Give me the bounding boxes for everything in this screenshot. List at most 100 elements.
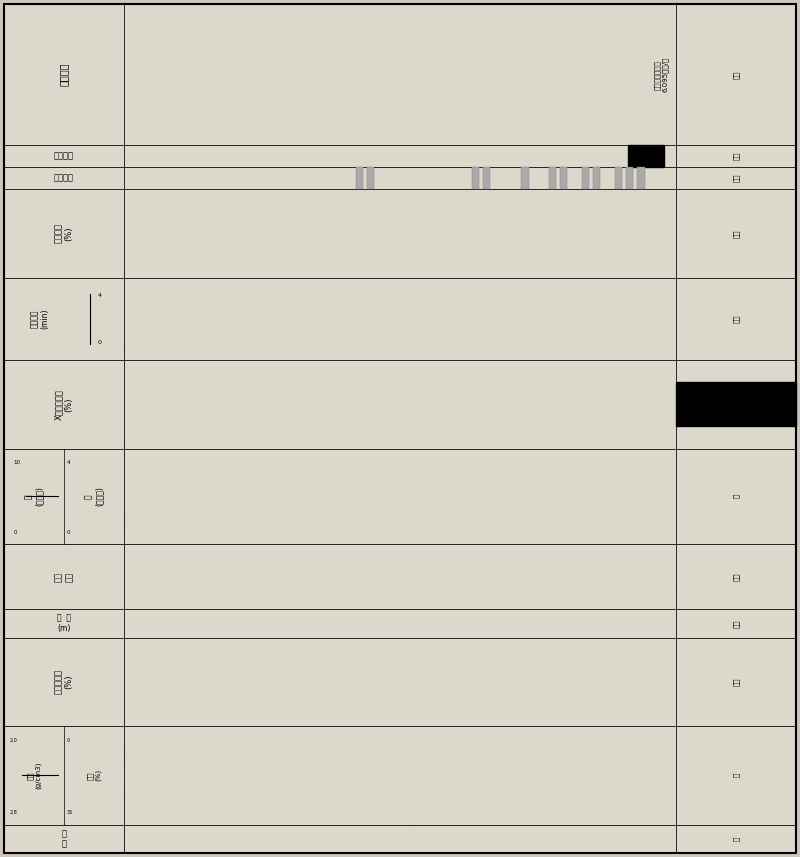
Bar (4, 609, 124, 638)
Text: 灰: 灰 (733, 494, 739, 499)
Text: 灰夹: 灰夹 (733, 678, 739, 686)
Bar (4, 189, 124, 278)
Text: 35: 35 (66, 810, 73, 815)
Text: 灰层: 灰层 (733, 620, 739, 628)
Bar (676, 189, 796, 278)
Text: 2710: 2710 (540, 614, 546, 632)
Text: 灰: 灰 (733, 773, 739, 777)
Text: 测井孔隙度
(%): 测井孔隙度 (%) (54, 669, 74, 694)
Bar (4, 824, 124, 853)
Text: 层: 层 (733, 836, 739, 841)
Bar (676, 609, 796, 638)
Bar (676, 544, 796, 609)
Text: 0: 0 (66, 739, 70, 743)
Bar (124, 448, 676, 544)
Bar (676, 4, 796, 145)
Bar (676, 382, 796, 427)
Bar (4, 145, 124, 167)
Bar (582, 167, 590, 189)
Text: 0: 0 (14, 530, 17, 535)
Bar (472, 167, 479, 189)
Text: 测试结果: 测试结果 (59, 63, 69, 87)
Text: 0: 0 (98, 339, 102, 345)
Bar (676, 726, 796, 824)
Bar (676, 638, 796, 726)
Text: 钻制: 钻制 (733, 174, 739, 183)
Bar (4, 278, 124, 360)
Bar (676, 824, 796, 853)
Text: 2740: 2740 (654, 614, 660, 632)
Text: 层
位: 层 位 (62, 829, 66, 848)
Text: 深  度
(m): 深 度 (m) (57, 614, 71, 633)
Text: 2690: 2690 (464, 614, 470, 632)
Text: 4: 4 (98, 293, 102, 298)
Text: 灰夹: 灰夹 (733, 572, 739, 581)
Text: 4: 4 (66, 460, 70, 465)
Bar (615, 167, 622, 189)
Bar (676, 278, 796, 360)
Text: 密度
(g/cm3): 密度 (g/cm3) (27, 762, 41, 789)
Bar (482, 167, 490, 189)
Bar (124, 544, 676, 609)
Bar (676, 167, 796, 189)
Bar (638, 167, 645, 189)
Text: 2700: 2700 (502, 614, 508, 632)
Bar (124, 167, 676, 189)
Text: 钻时曲线
(min): 钻时曲线 (min) (30, 309, 50, 329)
Bar (4, 4, 124, 145)
Text: 2680: 2680 (426, 614, 431, 632)
Text: 中子
(%): 中子 (%) (87, 770, 101, 782)
Text: 天然气无阻流量
6.095万方/日: 天然气无阻流量 6.095万方/日 (654, 57, 669, 93)
Bar (124, 609, 676, 638)
Text: 钻制: 钻制 (733, 315, 739, 323)
Bar (4, 167, 124, 189)
Bar (4, 638, 124, 726)
Text: 岩性
剖面: 岩性 剖面 (54, 572, 74, 582)
Text: X射线孔隙度
(%): X射线孔隙度 (%) (54, 389, 74, 420)
Text: 2720: 2720 (578, 614, 584, 632)
Text: 2650: 2650 (311, 614, 318, 632)
Text: 2630: 2630 (235, 614, 242, 632)
Text: 2.0: 2.0 (10, 739, 18, 743)
Text: 2670: 2670 (387, 614, 394, 632)
Bar (367, 167, 374, 189)
Text: 气组: 气组 (733, 229, 739, 237)
Bar (124, 278, 676, 360)
Text: 2730: 2730 (616, 614, 622, 632)
Bar (593, 167, 600, 189)
Text: 气测全量
(%): 气测全量 (%) (54, 224, 74, 243)
Bar (560, 167, 567, 189)
Bar (676, 448, 796, 544)
Text: 凉 上 段: 凉 上 段 (528, 834, 548, 843)
Bar (124, 726, 676, 824)
Text: 2660: 2660 (350, 614, 355, 632)
Text: 2610: 2610 (159, 614, 165, 632)
Bar (676, 360, 796, 448)
Text: 2600: 2600 (132, 614, 138, 632)
Bar (124, 189, 676, 278)
Bar (4, 544, 124, 609)
Bar (124, 638, 676, 726)
Text: 石灰: 石灰 (733, 400, 739, 409)
Text: 一 千 佛 崖 组: 一 千 佛 崖 组 (106, 834, 142, 843)
Text: 成层: 成层 (733, 70, 739, 79)
Bar (626, 167, 634, 189)
Bar (124, 824, 676, 853)
Text: 气组: 气组 (733, 152, 739, 160)
Text: 铁
(脉冲数): 铁 (脉冲数) (24, 487, 44, 506)
Text: 10: 10 (14, 460, 21, 465)
Bar (124, 4, 676, 145)
Bar (356, 167, 363, 189)
Text: 综合解释: 综合解释 (54, 174, 74, 183)
Bar (124, 145, 676, 167)
Text: 2.8: 2.8 (10, 810, 18, 815)
Bar (4, 448, 124, 544)
Bar (676, 145, 796, 167)
Text: 0: 0 (66, 530, 70, 535)
Bar (549, 167, 556, 189)
Text: 荧光显示: 荧光显示 (54, 152, 74, 160)
Bar (628, 145, 664, 167)
Bar (522, 167, 529, 189)
Text: 硅
(脉冲数): 硅 (脉冲数) (84, 487, 104, 506)
Bar (124, 360, 676, 448)
